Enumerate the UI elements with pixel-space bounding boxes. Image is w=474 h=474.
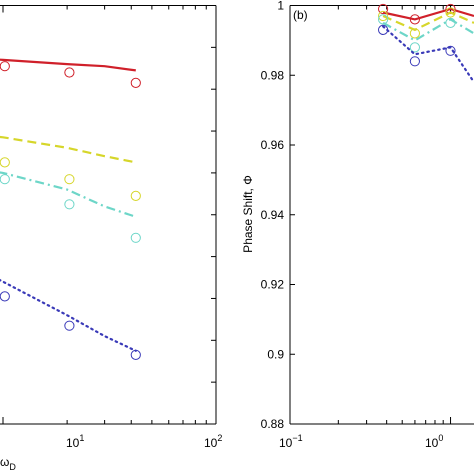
right-series-group	[378, 3, 474, 84]
right-ytick-label: 0.98	[261, 68, 285, 82]
right-ytick-label: 0.94	[261, 208, 285, 222]
right-xtick-label-1: 10−1	[279, 433, 303, 450]
left-xtick-label-1: 101	[66, 433, 84, 450]
left-series-3-line	[0, 171, 137, 218]
left-series-2-marker	[64, 174, 75, 185]
right-series-3-marker	[378, 14, 389, 25]
right-series-1-line	[382, 7, 474, 21]
panel-tag-b: (b)	[293, 8, 308, 22]
right-ytick-label: 0.92	[261, 278, 285, 292]
left-series-3-marker	[0, 174, 10, 185]
right-series-4-marker	[445, 45, 456, 56]
left-xtick-label-2: 102	[204, 433, 222, 450]
left-series-4-marker	[64, 320, 75, 331]
left-series-3-marker	[130, 232, 141, 243]
right-series-4-line	[382, 25, 474, 84]
right-ticks: 0.88 0.9 0.92 0.94 0.96 0.98 1	[261, 0, 452, 431]
right-series-3-marker	[445, 17, 456, 28]
right-ytick-label: 0.96	[261, 138, 285, 152]
right-series-3-marker	[409, 42, 420, 53]
right-series-1-marker	[409, 14, 420, 25]
left-ticks	[2, 5, 217, 425]
left-series-1-marker	[130, 77, 141, 89]
right-series-4-marker	[378, 24, 389, 35]
left-series-3-marker	[64, 199, 75, 210]
right-ytick-label: 0.9	[267, 347, 284, 361]
right-xtick-label-2: 100	[425, 433, 443, 450]
left-series-group	[0, 58, 141, 360]
left-series-2-marker	[130, 190, 141, 201]
right-series-2-line	[382, 11, 474, 32]
right-series-2-marker	[409, 28, 420, 39]
left-series-1-line	[0, 58, 136, 72]
left-series-4-marker	[130, 349, 141, 360]
left-series-2-line	[0, 135, 137, 164]
left-series-1-marker	[64, 67, 75, 78]
right-series-4-marker	[409, 56, 420, 67]
left-series-2-marker	[0, 157, 10, 168]
right-series-1-marker	[378, 3, 389, 15]
left-xlabel-fragment: ωD	[0, 455, 16, 472]
left-series-4-marker	[0, 291, 10, 302]
left-panel: 101 102 ωD	[0, 5, 222, 472]
right-panel: 0.88 0.9 0.92 0.94 0.96 0.98 1 (b) Phase Shift…	[241, 0, 474, 450]
right-series-2-marker	[445, 7, 456, 18]
right-ytick-label: 1	[277, 0, 284, 13]
right-ylabel: Phase Shift, Φ	[241, 175, 255, 253]
right-series-2-marker	[378, 10, 389, 22]
left-series-1-marker	[0, 61, 10, 72]
left-series-4-line	[0, 278, 137, 352]
right-ytick-label: 0.88	[261, 417, 285, 431]
